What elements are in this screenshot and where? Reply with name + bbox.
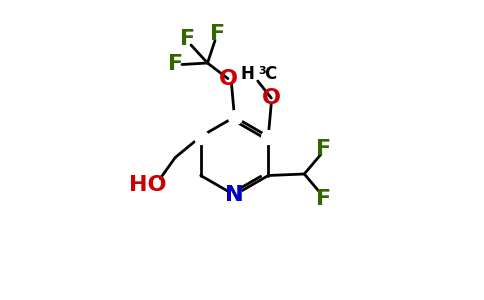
Text: N: N (225, 185, 244, 205)
Text: H: H (241, 64, 255, 82)
Text: 3: 3 (258, 66, 266, 76)
Text: O: O (262, 88, 281, 108)
Text: HO: HO (129, 175, 166, 195)
Text: N: N (225, 185, 244, 205)
Text: C: C (264, 64, 276, 82)
Text: F: F (211, 24, 226, 44)
Text: F: F (168, 55, 183, 74)
Text: F: F (316, 139, 331, 159)
Text: F: F (316, 189, 331, 209)
Text: O: O (218, 69, 237, 88)
Text: F: F (181, 29, 196, 49)
